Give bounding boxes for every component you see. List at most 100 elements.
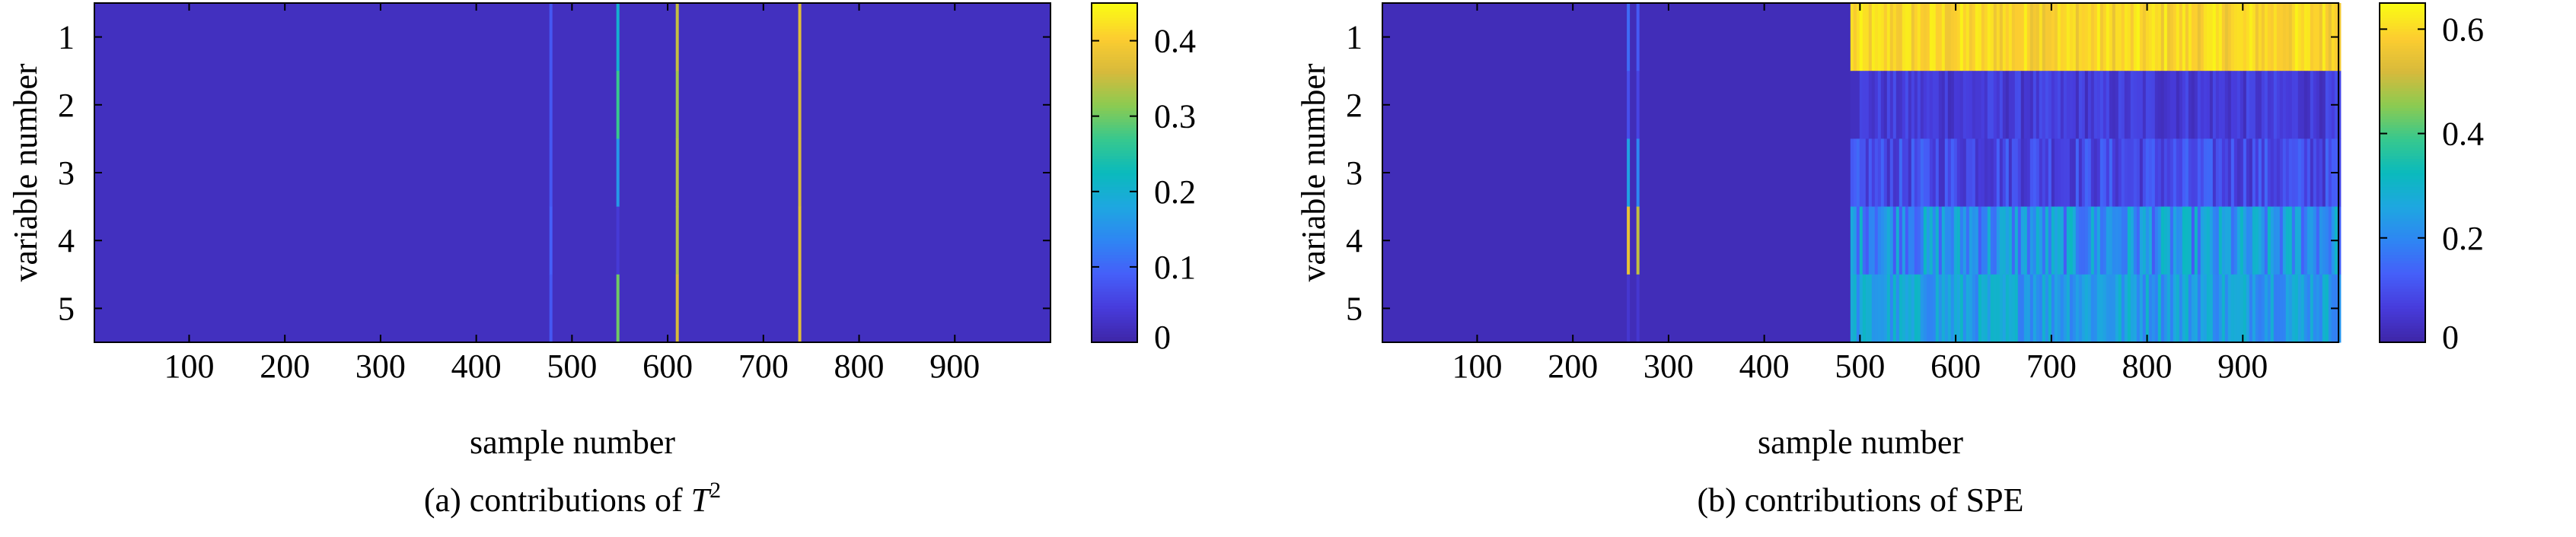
colorbar-segment xyxy=(1092,173,1137,176)
heatmap-cell xyxy=(2303,206,2308,275)
heatmap-cell xyxy=(1865,274,1870,343)
heatmap-cell xyxy=(2072,274,2077,343)
heatmap-cell xyxy=(2078,3,2083,71)
heatmap-cell xyxy=(1999,3,2004,71)
heatmap-stripe xyxy=(1636,206,1640,275)
heatmap-cell xyxy=(2163,71,2168,139)
heatmap-cell xyxy=(2218,3,2223,71)
colorbar-segment xyxy=(2380,291,2425,295)
heatmap-cell xyxy=(2124,206,2128,275)
heatmap-cell xyxy=(1862,71,1867,139)
heatmap-cell xyxy=(2197,206,2201,275)
colorbar-tick-label: 0.3 xyxy=(1154,98,1196,135)
heatmap-cell xyxy=(2316,274,2320,343)
heatmap-cell xyxy=(2109,71,2113,139)
heatmap-cell xyxy=(2246,206,2250,275)
heatmap-cell xyxy=(2045,206,2049,275)
heatmap-cell xyxy=(2243,206,2247,275)
heatmap-cell xyxy=(2200,138,2205,208)
heatmap-cell xyxy=(2118,3,2122,71)
heatmap-cell xyxy=(2063,3,2067,71)
colorbar-segment xyxy=(1092,268,1137,272)
heatmap-cell xyxy=(2297,138,2302,208)
heatmap-cell xyxy=(1932,71,1937,139)
heatmap-cell xyxy=(2139,3,2144,71)
heatmap-cell xyxy=(2258,206,2262,275)
heatmap-cell xyxy=(2139,274,2144,343)
heatmap-cell xyxy=(2261,206,2265,275)
heatmap-cell xyxy=(2014,71,2019,139)
heatmap-cell xyxy=(2236,274,2241,343)
heatmap-cell xyxy=(2322,274,2326,343)
heatmap-cell xyxy=(1923,138,1927,208)
heatmap-cell xyxy=(2093,138,2098,208)
colorbar-segment xyxy=(2380,79,2425,83)
colorbar-segment xyxy=(2380,297,2425,300)
colorbar-segment xyxy=(1092,308,1137,312)
heatmap-cell xyxy=(1975,274,1979,343)
colorbar-segment xyxy=(1092,183,1137,188)
heatmap-cell xyxy=(2230,71,2235,139)
colorbar-segment xyxy=(1092,316,1137,320)
colorbar-segment xyxy=(2380,272,2425,275)
heatmap-cell xyxy=(1969,3,1973,71)
heatmap-cell xyxy=(2124,71,2128,139)
colorbar-segment xyxy=(1092,240,1137,244)
heatmap-cell xyxy=(1853,3,1857,71)
colorbar-segment xyxy=(1092,104,1137,109)
heatmap-cell xyxy=(1962,274,1967,343)
colorbar-segment xyxy=(1092,262,1137,267)
heatmap-cell xyxy=(2014,138,2019,208)
heatmap-cell xyxy=(2224,71,2229,139)
heatmap-cell xyxy=(2255,71,2259,139)
colorbar-segment xyxy=(2380,232,2425,236)
heatmap-cell xyxy=(1914,274,1918,343)
heatmap-cell xyxy=(1880,3,1885,71)
heatmap-cell xyxy=(2029,138,2034,208)
colorbar-segment xyxy=(2380,155,2425,160)
heatmap-cell xyxy=(2106,206,2110,275)
heatmap-stripe xyxy=(549,3,553,71)
heatmap-cell xyxy=(2081,206,2086,275)
heatmap-cell xyxy=(1856,206,1860,275)
colorbar-segment xyxy=(1092,243,1137,247)
heatmap-cell xyxy=(2023,274,2028,343)
colorbar-segment xyxy=(2380,173,2425,176)
heatmap-cell xyxy=(1944,138,1949,208)
heatmap-cell xyxy=(2310,3,2314,71)
colorbar-segment xyxy=(2380,170,2425,173)
heatmap-cell xyxy=(1902,71,1906,139)
colorbar-segment xyxy=(2380,113,2425,117)
heatmap-cell xyxy=(2151,3,2156,71)
heatmap-cell xyxy=(2218,138,2223,208)
colorbar-segment xyxy=(1092,234,1137,239)
colorbar-segment xyxy=(1092,288,1137,292)
colorbar-segment xyxy=(2380,20,2425,24)
heatmap-cell xyxy=(2157,206,2162,275)
heatmap-cell xyxy=(2209,3,2214,71)
heatmap-cell xyxy=(2270,206,2275,275)
heatmap-cell xyxy=(2170,274,2174,343)
colorbar-segment xyxy=(1092,201,1137,205)
heatmap-cell xyxy=(1969,206,1973,275)
heatmap-cell xyxy=(1990,138,1994,208)
colorbar-tick-label: 0.2 xyxy=(1154,173,1196,211)
heatmap-cell xyxy=(1917,138,1921,208)
x-tick-label: 100 xyxy=(164,348,214,385)
colorbar-segment xyxy=(1092,280,1137,284)
heatmap-cell xyxy=(2322,3,2326,71)
heatmap-cell xyxy=(1944,274,1949,343)
colorbar-segment xyxy=(2380,107,2425,111)
heatmap-cell xyxy=(2069,206,2074,275)
heatmap-cell xyxy=(2176,71,2180,139)
heatmap-cell xyxy=(2236,71,2241,139)
heatmap-cell xyxy=(1935,3,1940,71)
heatmap-cell xyxy=(2264,3,2268,71)
heatmap-cell xyxy=(2194,3,2198,71)
heatmap-cell xyxy=(2133,3,2138,71)
colorbar-segment xyxy=(2380,331,2425,335)
heatmap-cell xyxy=(1871,206,1876,275)
heatmap-cell xyxy=(2051,274,2055,343)
heatmap-cell xyxy=(1850,138,1854,208)
colorbar-segment xyxy=(2380,138,2425,142)
